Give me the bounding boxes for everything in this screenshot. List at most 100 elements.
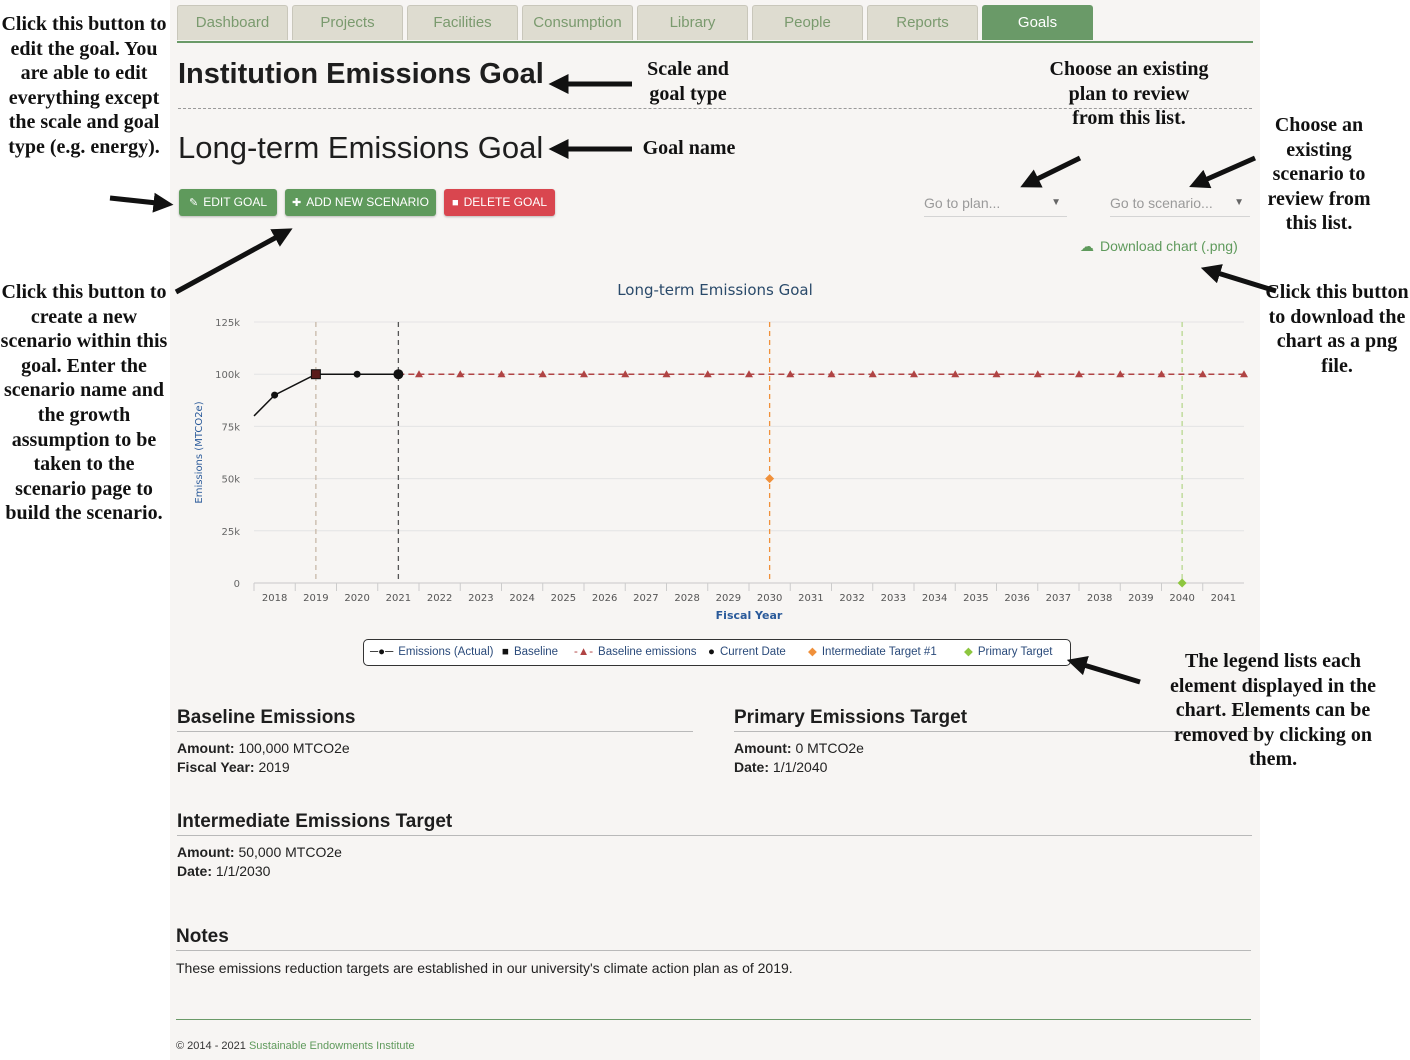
x-tick-label: 2033: [881, 593, 906, 604]
data-point: [353, 370, 361, 378]
x-tick-label: 2035: [963, 593, 988, 604]
x-tick-label: 2023: [468, 593, 493, 604]
add-scenario-button[interactable]: ✚ ADD NEW SCENARIO: [285, 189, 436, 216]
data-point: [827, 370, 836, 378]
legend-label: Emissions (Actual): [398, 646, 494, 658]
edit-goal-label: EDIT GOAL: [203, 195, 267, 209]
legend-label: Current Date: [719, 646, 786, 658]
square-icon: ■: [502, 646, 509, 658]
legend-item-primary-target[interactable]: ◆ Primary Target: [964, 640, 1052, 665]
footer-divider: [176, 1019, 1251, 1020]
dashed-triangle-icon: -▲-: [574, 646, 594, 658]
data-point: [1157, 370, 1166, 378]
annotation-add-scenario: Click this button to create a new scenar…: [0, 281, 168, 525]
intermediate-amount: Amount: 50,000 MTCO2e: [177, 844, 342, 860]
diamond-icon: ◆: [808, 646, 817, 658]
footer: © 2014 - 2021 Sustainable Endowments Ins…: [176, 1040, 415, 1052]
annotation-download: Click this button to download the chart …: [1265, 281, 1409, 377]
copyright: © 2014 - 2021: [176, 1040, 246, 1052]
goal-name: Long-term Emissions Goal: [178, 130, 544, 165]
data-point: [310, 369, 321, 380]
baseline-year: Fiscal Year: 2019: [177, 759, 290, 775]
legend-item-baseline[interactable]: ■ Baseline: [502, 640, 558, 665]
tab-goals[interactable]: Goals: [982, 5, 1093, 40]
x-tick-label: 2039: [1128, 593, 1153, 604]
tab-dashboard[interactable]: Dashboard: [177, 5, 288, 40]
tab-facilities[interactable]: Facilities: [407, 5, 518, 40]
primary-title: Primary Emissions Target: [734, 707, 1252, 732]
y-axis-label: Emissions (MTCO2e): [194, 401, 205, 503]
data-point: [1033, 370, 1042, 378]
x-tick-label: 2020: [344, 593, 369, 604]
legend-label: Baseline emissions: [598, 646, 697, 658]
data-point: [992, 370, 1001, 378]
data-point: [1240, 370, 1248, 378]
plan-select[interactable]: Go to plan... ▼: [924, 190, 1067, 217]
x-tick-label: 2030: [757, 593, 782, 604]
edit-goal-button[interactable]: ✎ EDIT GOAL: [179, 189, 277, 216]
notes-text: These emissions reduction targets are es…: [176, 960, 793, 976]
chart-legend: ─●─ Emissions (Actual) ■ Baseline -▲- Basel…: [363, 639, 1071, 666]
y-tick-label: 125k: [215, 318, 240, 329]
tab-projects[interactable]: Projects: [292, 5, 403, 40]
data-point: [662, 370, 671, 378]
delete-goal-button[interactable]: ■ DELETE GOAL: [444, 189, 555, 216]
primary-date: Date: 1/1/2040: [734, 759, 828, 775]
legend-item-emissions-actual[interactable]: ─●─ Emissions (Actual): [370, 640, 493, 665]
data-point: [1198, 370, 1207, 378]
cloud-download-icon: ☁: [1080, 238, 1094, 254]
scenario-select[interactable]: Go to scenario... ▼: [1110, 190, 1250, 217]
tab-consumption[interactable]: Consumption: [522, 5, 633, 40]
data-point: [765, 474, 775, 484]
x-tick-label: 2019: [303, 593, 328, 604]
annotation-edit: Click this button to edit the goal. You …: [1, 13, 167, 158]
x-tick-label: 2031: [798, 593, 823, 604]
x-tick-label: 2029: [716, 593, 741, 604]
x-tick-label: 2034: [922, 593, 947, 604]
x-tick-label: 2028: [674, 593, 699, 604]
trash-icon: ■: [451, 197, 459, 209]
tab-library[interactable]: Library: [637, 5, 748, 40]
circle-icon: ●: [708, 646, 715, 658]
data-point: [703, 370, 712, 378]
baseline-amount: Amount: 100,000 MTCO2e: [177, 740, 350, 756]
chevron-down-icon: ▼: [1051, 197, 1061, 208]
y-tick-label: 50k: [221, 475, 240, 486]
intermediate-title: Intermediate Emissions Target: [177, 811, 1252, 836]
x-tick-label: 2024: [509, 593, 534, 604]
diamond-icon: ◆: [964, 646, 973, 658]
intermediate-date: Date: 1/1/2030: [177, 863, 271, 879]
plus-icon: ✚: [292, 197, 302, 209]
legend-item-current-date[interactable]: ● Current Date: [708, 640, 786, 665]
notes-title: Notes: [176, 926, 1251, 951]
x-tick-label: 2038: [1087, 593, 1112, 604]
primary-amount: Amount: 0 MTCO2e: [734, 740, 864, 756]
scenario-select-placeholder: Go to scenario...: [1110, 195, 1213, 211]
edit-icon: ✎: [188, 197, 199, 209]
x-tick-label: 2032: [839, 593, 864, 604]
x-tick-label: 2037: [1046, 593, 1071, 604]
org-link[interactable]: Sustainable Endowments Institute: [248, 1040, 415, 1052]
data-point: [1075, 370, 1083, 378]
y-tick-label: 75k: [221, 422, 240, 433]
y-tick-label: 0: [234, 579, 240, 590]
x-tick-label: 2041: [1211, 593, 1236, 604]
legend-item-baseline-emissions[interactable]: -▲- Baseline emissions: [574, 640, 696, 665]
arrow: [109, 192, 174, 213]
emissions-chart: Long-term Emissions Goal 0 25k 50k 75k 100k 12…: [194, 281, 1248, 622]
data-point: [868, 370, 877, 378]
x-axis-label: Fiscal Year: [716, 609, 783, 622]
tab-reports[interactable]: Reports: [867, 5, 978, 40]
tab-people[interactable]: People: [752, 5, 863, 40]
data-point: [1177, 578, 1187, 588]
chart-title: Long-term Emissions Goal: [617, 281, 813, 299]
annotation-plan: Choose an existing plan to review from t…: [1049, 58, 1209, 130]
data-point: [621, 370, 630, 378]
data-point: [786, 370, 795, 378]
plan-select-placeholder: Go to plan...: [924, 195, 1001, 211]
x-tick-label: 2040: [1169, 593, 1194, 604]
download-chart-link[interactable]: ☁ Download chart (.png): [1080, 238, 1238, 255]
main-nav: Dashboard Projects Facilities Consumptio…: [177, 5, 1253, 43]
legend-item-intermediate-target[interactable]: ◆ Intermediate Target #1: [808, 640, 937, 665]
y-tick-label: 25k: [221, 527, 240, 538]
